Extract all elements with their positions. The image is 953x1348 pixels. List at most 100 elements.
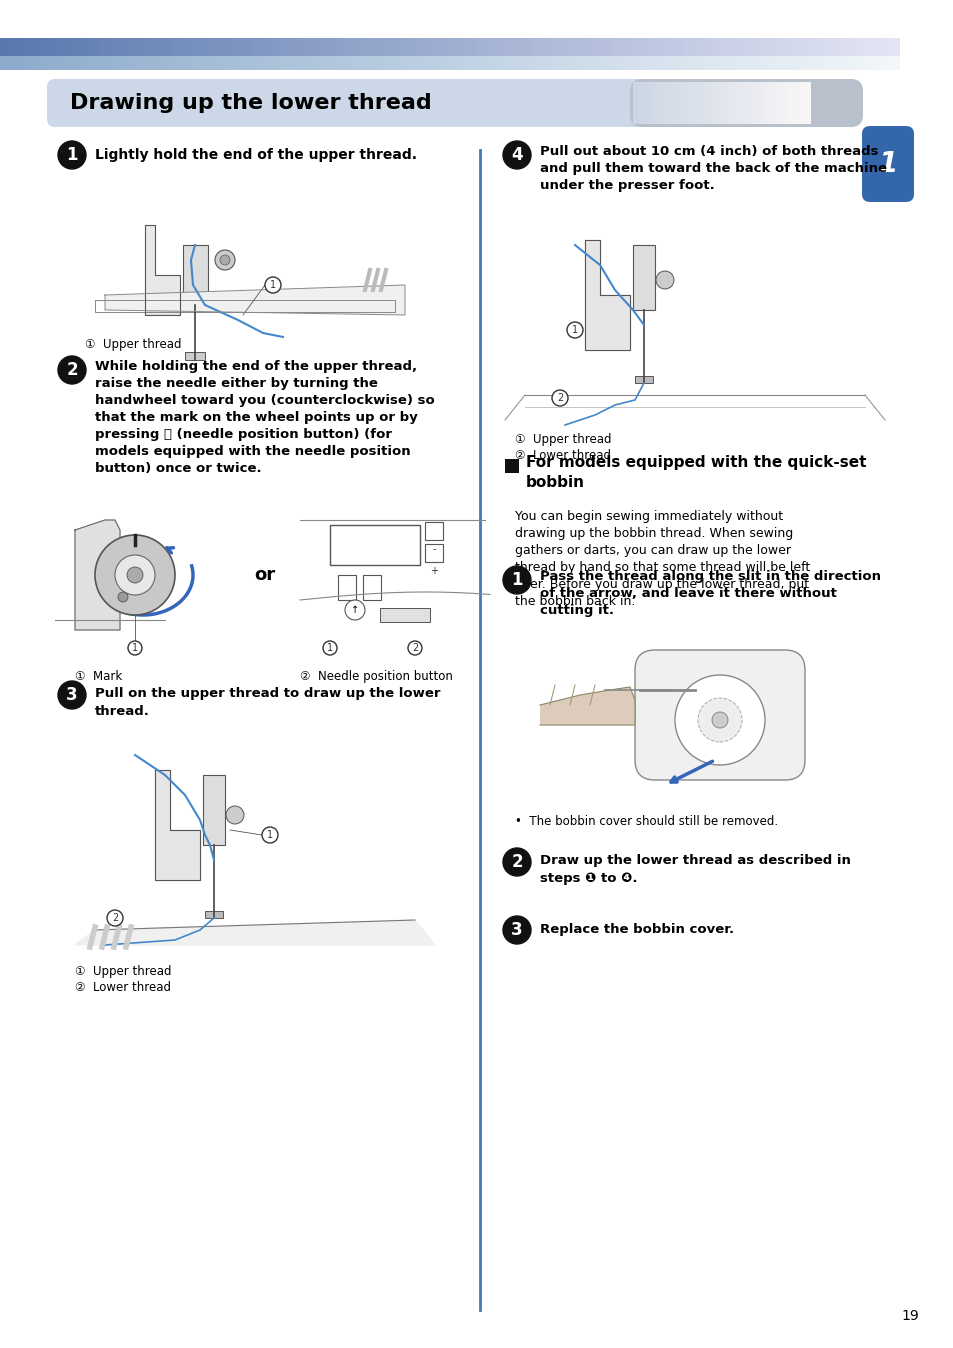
Bar: [782, 57, 791, 70]
Bar: [504, 460, 518, 473]
Bar: [647, 57, 657, 70]
Circle shape: [58, 681, 86, 709]
Bar: [135, 57, 144, 70]
Bar: [531, 57, 539, 70]
Bar: [863, 38, 872, 57]
Bar: [81, 38, 90, 57]
Circle shape: [408, 642, 421, 655]
Bar: [198, 57, 207, 70]
Bar: [683, 38, 692, 57]
Bar: [727, 82, 734, 124]
Bar: [801, 57, 809, 70]
Bar: [379, 608, 430, 621]
Bar: [324, 57, 333, 70]
Text: 1: 1: [327, 643, 333, 652]
Bar: [405, 38, 414, 57]
Bar: [791, 38, 801, 57]
Bar: [189, 57, 198, 70]
Bar: [0, 38, 9, 57]
Bar: [521, 57, 531, 70]
Bar: [872, 38, 882, 57]
Bar: [54, 38, 63, 57]
Text: ①  Upper thread: ① Upper thread: [75, 965, 172, 979]
Bar: [584, 57, 594, 70]
Bar: [633, 82, 639, 124]
FancyBboxPatch shape: [862, 125, 913, 202]
Bar: [215, 38, 225, 57]
Bar: [738, 57, 746, 70]
Bar: [657, 82, 662, 124]
Text: Lightly hold the end of the upper thread.: Lightly hold the end of the upper thread…: [95, 148, 416, 162]
Bar: [261, 38, 270, 57]
Circle shape: [656, 271, 673, 288]
Bar: [863, 57, 872, 70]
Bar: [369, 38, 377, 57]
Text: For models equipped with the quick-set
bobbin: For models equipped with the quick-set b…: [525, 456, 865, 489]
Bar: [152, 38, 162, 57]
Circle shape: [95, 535, 174, 615]
Circle shape: [502, 142, 531, 168]
Bar: [827, 57, 836, 70]
Bar: [450, 38, 458, 57]
Bar: [432, 57, 440, 70]
Bar: [745, 82, 751, 124]
Bar: [755, 38, 764, 57]
Text: models equipped with the needle position: models equipped with the needle position: [95, 445, 410, 458]
Bar: [330, 524, 419, 565]
Bar: [764, 38, 773, 57]
Bar: [629, 38, 639, 57]
Bar: [531, 38, 539, 57]
Bar: [341, 57, 351, 70]
Bar: [351, 38, 359, 57]
Text: pressing ⓘ (needle position button) (for: pressing ⓘ (needle position button) (for: [95, 429, 392, 441]
Bar: [183, 245, 208, 305]
Bar: [225, 38, 233, 57]
Bar: [117, 38, 126, 57]
Bar: [387, 57, 395, 70]
Polygon shape: [539, 687, 635, 725]
Text: Drawing up the lower thread: Drawing up the lower thread: [70, 93, 432, 113]
Bar: [333, 38, 341, 57]
Bar: [675, 57, 683, 70]
Bar: [558, 38, 566, 57]
Bar: [539, 57, 548, 70]
Bar: [662, 82, 668, 124]
Bar: [126, 57, 135, 70]
Bar: [845, 57, 854, 70]
Text: 2: 2: [412, 643, 417, 652]
Bar: [440, 38, 450, 57]
Text: Replace the bobbin cover.: Replace the bobbin cover.: [539, 923, 734, 937]
Bar: [233, 57, 243, 70]
Bar: [668, 82, 674, 124]
Bar: [890, 38, 899, 57]
FancyBboxPatch shape: [630, 80, 862, 127]
Bar: [710, 82, 716, 124]
Bar: [799, 82, 804, 124]
Bar: [639, 57, 647, 70]
Bar: [270, 57, 278, 70]
Bar: [458, 38, 468, 57]
Bar: [639, 82, 644, 124]
Bar: [81, 57, 90, 70]
Bar: [650, 82, 657, 124]
Bar: [108, 38, 117, 57]
Text: Pull on the upper thread to draw up the lower
thread.: Pull on the upper thread to draw up the …: [95, 687, 440, 718]
Bar: [414, 57, 422, 70]
Bar: [45, 57, 54, 70]
Bar: [205, 911, 223, 918]
Bar: [620, 57, 629, 70]
Text: 1: 1: [132, 643, 138, 652]
Bar: [243, 57, 252, 70]
Text: that the mark on the wheel points up or by: that the mark on the wheel points up or …: [95, 411, 417, 425]
Bar: [288, 38, 296, 57]
Text: 1: 1: [270, 280, 275, 290]
Bar: [485, 57, 495, 70]
Bar: [27, 38, 36, 57]
Bar: [521, 38, 531, 57]
Bar: [395, 38, 405, 57]
Bar: [333, 57, 341, 70]
Bar: [769, 82, 775, 124]
Bar: [639, 38, 647, 57]
Text: thread by hand so that some thread will be left: thread by hand so that some thread will …: [515, 561, 809, 574]
Bar: [90, 38, 99, 57]
